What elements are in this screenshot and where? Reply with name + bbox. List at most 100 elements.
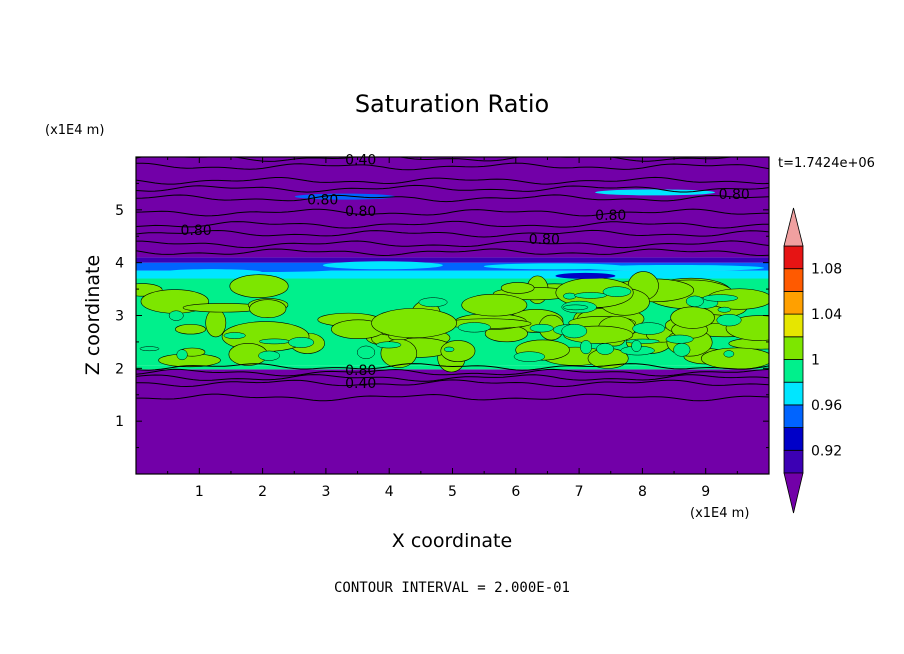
contour-line (136, 374, 769, 382)
humidity-streak (161, 269, 262, 276)
cloud-patch (670, 306, 715, 329)
plot-area (136, 157, 769, 474)
contour-label: 0.80 (345, 363, 376, 379)
contour-line (136, 194, 769, 203)
cloud-hole (702, 294, 738, 302)
cloud-hole (717, 306, 732, 313)
contour-label: 0.40 (345, 153, 376, 169)
cloud-patch (205, 308, 227, 338)
cloud-hole (357, 345, 376, 359)
x-tick-label: 4 (385, 484, 394, 500)
colorbar-label: 0.92 (811, 443, 842, 459)
contour-label: 0.40 (345, 376, 376, 392)
x-axis-label: X coordinate (392, 530, 512, 552)
cloud-hole (665, 334, 694, 344)
chart-title: Saturation Ratio (355, 90, 549, 118)
cloud-hole (288, 337, 315, 348)
x-tick-label: 5 (448, 484, 457, 500)
contour-line (136, 240, 769, 249)
colorbar-segment (783, 449, 804, 474)
cloud-hole (529, 323, 554, 333)
humidity-streak (584, 264, 765, 271)
colorbar-segment (783, 381, 804, 406)
cloud-hole (625, 338, 660, 344)
cloud-hole (513, 351, 546, 362)
humidity-streak (595, 189, 716, 196)
cloud-hole (685, 295, 704, 307)
colorbar-segment (783, 245, 804, 270)
contour-label: 0.80 (595, 208, 626, 224)
cloud-hole (457, 322, 491, 333)
cloud-hole (561, 324, 588, 339)
humidity-streak (294, 193, 395, 200)
x-tick-label: 3 (321, 484, 330, 500)
data-band-5 (136, 257, 769, 263)
cloud-hole (562, 304, 589, 311)
contour-label: 0.80 (307, 192, 338, 208)
contour-line (136, 393, 769, 402)
cloud-patch (500, 282, 535, 294)
contour-line (136, 248, 769, 257)
contour-line (136, 363, 769, 371)
cloud-patch (229, 274, 289, 298)
x-tick-label: 2 (258, 484, 267, 500)
cloud-hole (139, 346, 160, 352)
y-axis-unit: (x1E4 m) (45, 123, 104, 138)
data-band-0 (136, 369, 769, 474)
cloud-hole (176, 349, 188, 361)
data-band-4 (136, 262, 769, 271)
cloud-hole (574, 292, 607, 299)
cloud-patch (440, 340, 476, 362)
cloud-hole (602, 286, 632, 297)
cloud-hole (259, 338, 290, 345)
contour-interval-footer: CONTOUR INTERVAL = 2.000E-01 (334, 580, 570, 596)
y-tick-label: 5 (115, 203, 124, 219)
colorbar-segment (783, 404, 804, 428)
contour-label: 0.80 (719, 187, 750, 203)
cloud-patch (249, 299, 287, 319)
x-tick-label: 7 (575, 484, 584, 500)
colorbar-segment (783, 427, 804, 451)
time-label: t=1.7424e+06 (778, 156, 875, 171)
x-axis-unit: (x1E4 m) (690, 506, 749, 521)
y-tick-label: 3 (115, 309, 124, 325)
x-tick-label: 8 (638, 484, 647, 500)
colorbar-label: 0.96 (811, 398, 842, 414)
contour-line (136, 208, 769, 217)
cloud-hole (223, 332, 246, 339)
cloud-hole (418, 297, 448, 308)
colorbar: 0.92 0.96 1 1.04 1.08 (783, 207, 842, 514)
contour-label: 0.80 (345, 204, 376, 220)
x-tick-label: 9 (701, 484, 710, 500)
cloud-hole (673, 342, 691, 357)
cloud-patch (700, 347, 769, 370)
contour-line (136, 176, 769, 185)
contour-line (136, 184, 769, 193)
cloud-hole (580, 340, 593, 355)
cloud-hole (563, 292, 577, 300)
colorbar-max-arrow (783, 207, 804, 247)
contour-label: 0.80 (529, 232, 560, 248)
colorbar-segment (783, 268, 804, 292)
contour-line (136, 162, 769, 171)
colorbar-segment (783, 290, 804, 315)
cloud-hole (258, 350, 280, 361)
contour-label: 0.80 (181, 223, 212, 239)
colorbar-label: 1.04 (811, 307, 842, 323)
humidity-streak (322, 261, 443, 270)
cloud-patch (175, 324, 207, 335)
cloud-hole (716, 314, 742, 327)
y-tick-label: 4 (115, 256, 124, 272)
cloud-hole (632, 322, 666, 335)
cloud-patch (461, 293, 528, 317)
cloud-hole (443, 346, 455, 353)
cloud-hole (596, 343, 614, 355)
contour-line (136, 220, 769, 229)
colorbar-label: 1 (811, 353, 820, 369)
humidity-streak (555, 272, 616, 279)
x-tick-label: 1 (195, 484, 204, 500)
colorbar-segment (783, 359, 804, 383)
x-tick-label: 6 (511, 484, 520, 500)
data-band-6 (136, 157, 769, 258)
colorbar-segment (783, 313, 804, 338)
